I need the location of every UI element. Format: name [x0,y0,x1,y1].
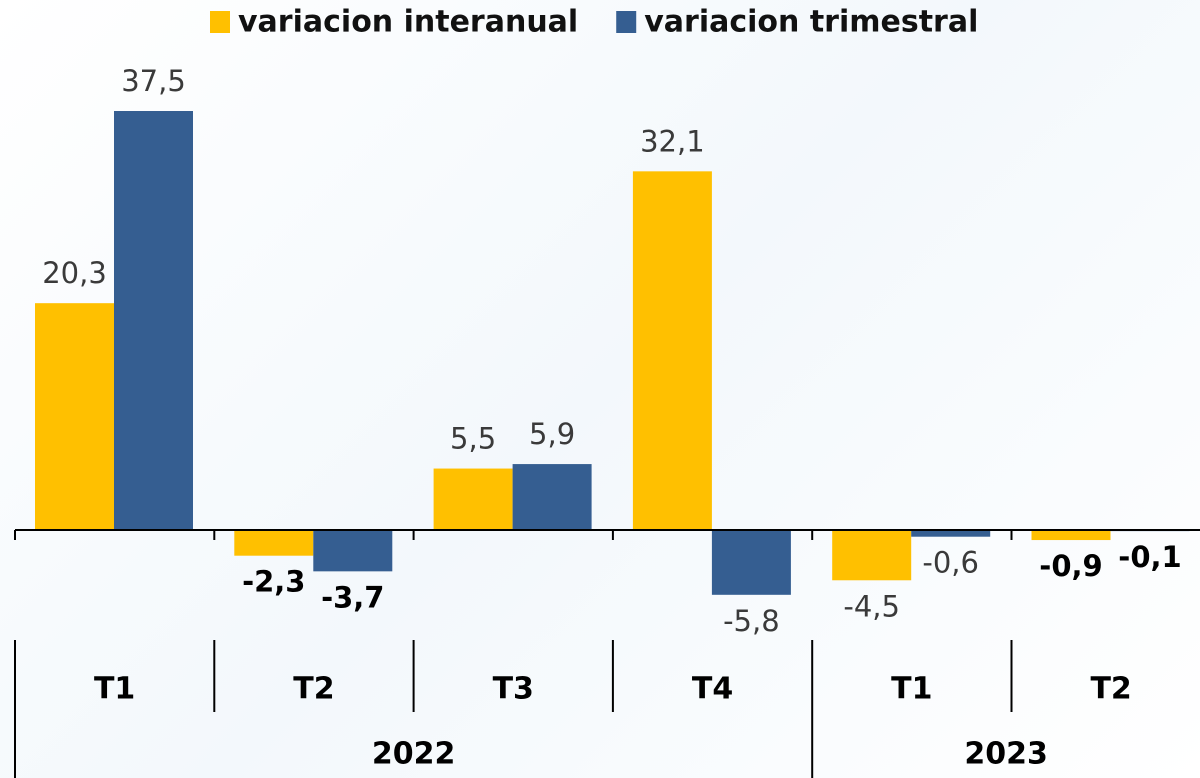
value-label: -0,9 [1039,549,1102,583]
bar [35,303,114,530]
bar [632,171,712,530]
legend-swatch [616,11,637,33]
x-tick-label: T2 [1090,672,1131,707]
legend-swatch [210,11,230,33]
bar [313,530,393,572]
legend-label: variacion trimestral [644,5,978,40]
value-label: -3,7 [321,580,384,614]
x-tick-label: T1 [94,672,135,707]
bar [1031,530,1111,541]
value-label: -5,8 [723,604,780,638]
bar [234,530,314,556]
x-tick-label: T3 [493,672,534,707]
legend-label: variacion interanual [238,5,578,40]
x-tick-label: T4 [692,672,733,707]
bar [832,530,912,581]
value-label: 32,1 [640,124,705,158]
bar [512,464,592,530]
value-label: 37,5 [121,64,186,98]
value-label: -2,3 [242,565,305,599]
value-label: 5,5 [450,422,496,456]
group-label: 2022 [372,737,456,772]
group-label: 2023 [964,737,1048,772]
value-label: 20,3 [42,256,107,290]
bar [911,530,991,537]
value-label: -0,1 [1118,540,1181,574]
value-label: -0,6 [922,546,979,580]
bar [114,111,193,530]
x-tick-label: T1 [891,672,932,707]
value-label: 5,9 [529,417,575,451]
bar [711,530,791,595]
bar [433,468,513,530]
value-label: -4,5 [843,589,900,623]
x-tick-label: T2 [293,672,334,707]
